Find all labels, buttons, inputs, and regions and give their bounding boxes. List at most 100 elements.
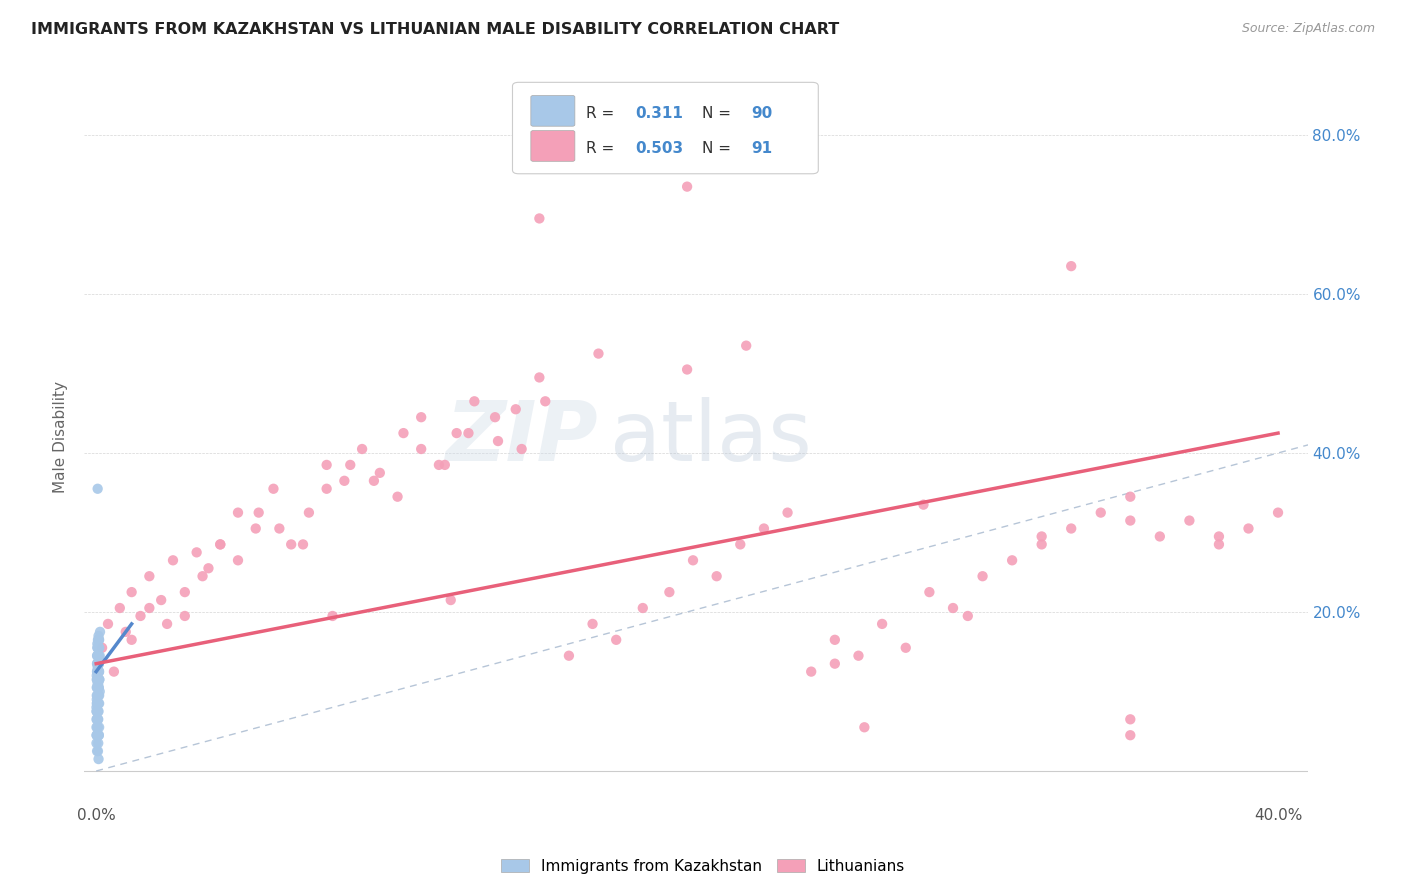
Point <box>658 585 681 599</box>
Point <box>387 490 409 504</box>
Point <box>956 609 979 624</box>
Point <box>280 537 302 551</box>
Point <box>86 681 108 695</box>
Point <box>87 657 110 671</box>
Point <box>91 640 114 655</box>
Point <box>1031 529 1053 543</box>
Point <box>1119 490 1142 504</box>
Point <box>322 609 344 624</box>
Point <box>86 720 108 734</box>
Point <box>463 394 485 409</box>
Point <box>824 632 846 647</box>
Point <box>108 601 131 615</box>
Point <box>605 632 627 647</box>
Point <box>87 689 110 703</box>
Point <box>173 609 195 624</box>
Point <box>269 521 291 535</box>
FancyBboxPatch shape <box>531 95 575 126</box>
Point <box>86 657 108 671</box>
Point <box>86 712 108 726</box>
Point <box>87 629 110 643</box>
Point <box>1031 537 1053 551</box>
Point <box>87 665 110 679</box>
Text: R =: R = <box>586 105 614 120</box>
Point <box>87 705 110 719</box>
Point <box>457 426 479 441</box>
Text: N =: N = <box>702 105 731 120</box>
Point <box>87 736 110 750</box>
Point <box>894 640 917 655</box>
Point <box>446 426 468 441</box>
Point <box>138 569 160 583</box>
Point <box>121 585 143 599</box>
Point <box>588 346 610 360</box>
Text: R =: R = <box>586 141 614 156</box>
Point <box>631 601 654 615</box>
Point <box>558 648 581 663</box>
Point <box>86 736 108 750</box>
Point <box>534 394 557 409</box>
Point <box>735 338 758 352</box>
Point <box>87 681 110 695</box>
Point <box>129 609 152 624</box>
Point <box>86 640 108 655</box>
Point <box>87 632 110 647</box>
Point <box>197 561 219 575</box>
Point <box>87 752 110 766</box>
Point <box>853 720 876 734</box>
Text: N =: N = <box>702 141 731 156</box>
Point <box>89 697 111 711</box>
Point <box>89 648 111 663</box>
Point <box>86 712 108 726</box>
Point <box>103 665 125 679</box>
Point <box>86 744 108 758</box>
Point <box>942 601 965 615</box>
Point <box>86 720 108 734</box>
Point <box>89 640 111 655</box>
Point <box>86 668 108 682</box>
Point <box>247 506 270 520</box>
Point <box>87 657 110 671</box>
Point <box>86 676 108 690</box>
Point <box>89 720 111 734</box>
Point <box>87 689 110 703</box>
Point <box>86 697 108 711</box>
Y-axis label: Male Disability: Male Disability <box>53 381 69 493</box>
Point <box>87 676 110 690</box>
Point <box>86 482 108 496</box>
Point <box>89 653 111 667</box>
Text: 0.503: 0.503 <box>636 141 683 156</box>
Point <box>368 466 391 480</box>
Point <box>86 660 108 674</box>
Point <box>86 700 108 714</box>
Point <box>86 673 108 687</box>
Point <box>676 362 699 376</box>
Point <box>682 553 704 567</box>
Point <box>86 692 108 706</box>
Point <box>1178 514 1201 528</box>
Point <box>87 673 110 687</box>
FancyBboxPatch shape <box>513 82 818 174</box>
Text: IMMIGRANTS FROM KAZAKHSTAN VS LITHUANIAN MALE DISABILITY CORRELATION CHART: IMMIGRANTS FROM KAZAKHSTAN VS LITHUANIAN… <box>31 22 839 37</box>
Point <box>87 697 110 711</box>
Point <box>730 537 752 551</box>
Point <box>1119 514 1142 528</box>
Point <box>86 665 108 679</box>
Point <box>86 665 108 679</box>
Point <box>87 648 110 663</box>
Point <box>87 673 110 687</box>
Point <box>87 681 110 695</box>
Point <box>97 616 120 631</box>
Point <box>89 624 111 639</box>
Point <box>87 665 110 679</box>
Point <box>339 458 361 472</box>
Point <box>333 474 356 488</box>
Point <box>1237 521 1260 535</box>
Point <box>352 442 374 456</box>
Text: Source: ZipAtlas.com: Source: ZipAtlas.com <box>1241 22 1375 36</box>
Point <box>86 705 108 719</box>
Point <box>392 426 415 441</box>
Point <box>89 665 111 679</box>
Point <box>298 506 321 520</box>
Point <box>87 665 110 679</box>
